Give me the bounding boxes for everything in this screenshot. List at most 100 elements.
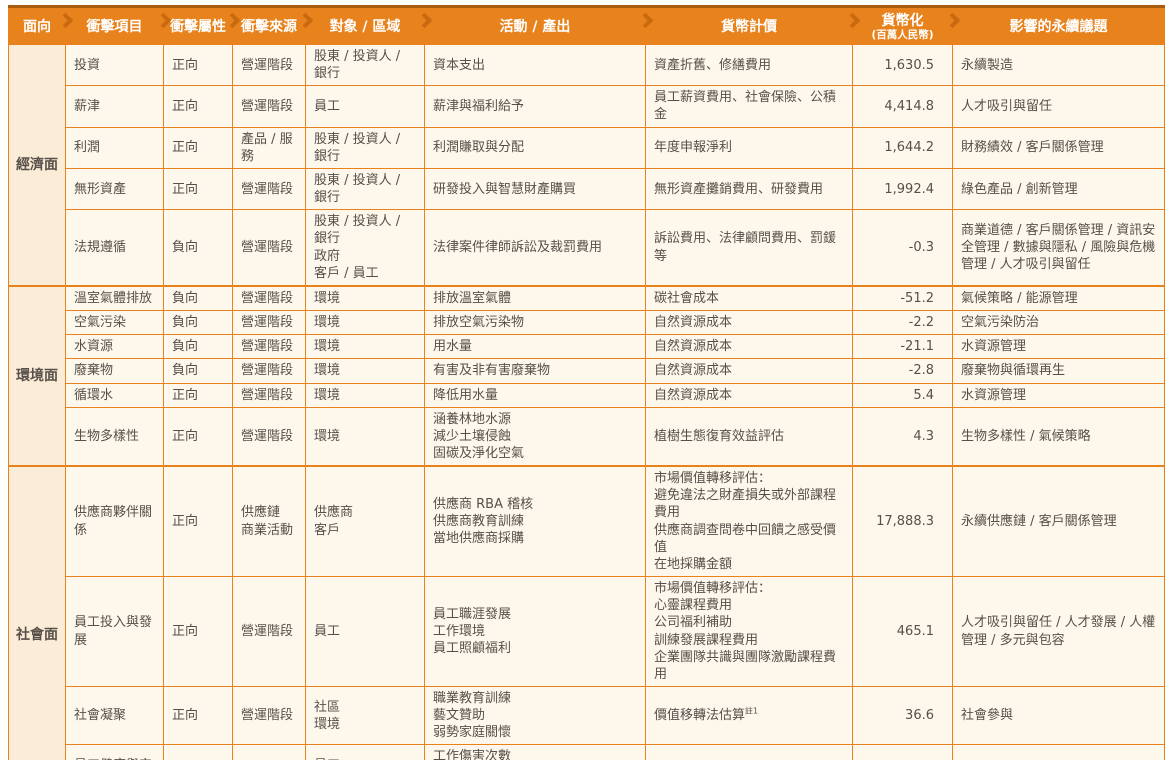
cell-impact-attribute: 正向 xyxy=(163,167,233,211)
section-label: 環境面 xyxy=(8,284,66,467)
cell-activity-output: 工作傷害次數 員工健康檢查 健康保險支付 xyxy=(424,744,646,760)
cell-target-region: 環境 xyxy=(305,310,425,336)
column-header: 對象 / 區域 xyxy=(305,6,433,45)
cell-valuation-method: 自然資源成本 xyxy=(645,334,853,360)
cell-impact-source: 營運階段 xyxy=(232,686,306,746)
cell-impact-source: 營運階段 xyxy=(232,284,306,312)
table-row: 員工投入與發展 正向 營運階段 員工 員工職涯發展 工作環境 員工照顧福利 市場價值轉移評… xyxy=(9,576,1165,688)
column-header: 貨幣化 (百萬人民幣) xyxy=(852,6,961,45)
cell-valuation-method: 訴訟費用、法律顧問費用、罰鍰等 xyxy=(645,209,853,287)
cell-impact-source: 營運階段 xyxy=(232,334,306,360)
table-row: 無形資產 正向 營運階段 股東 / 投資人 / 銀行 研發投入與智慧財產購買 無形資產攤銷… xyxy=(9,167,1165,211)
cell-valuation-method: 價值移轉法估算註1 xyxy=(645,686,853,746)
cell-impact-item: 生物多樣性 xyxy=(65,406,164,467)
cell-sustainability-issues: 財務績效 / 客戶關係管理 xyxy=(952,126,1165,169)
cell-impact-source: 營運階段 xyxy=(232,576,306,688)
footnote-reference: 註1 xyxy=(745,706,759,716)
cell-monetized-amount: 1,630.5 xyxy=(852,43,953,87)
cell-impact-source: 營運階段 xyxy=(232,85,306,128)
cell-impact-attribute: 正向 xyxy=(163,126,233,169)
cell-valuation-method: 年度申報淨利 xyxy=(645,126,853,169)
table-row: 循環水 正向 營運階段 環境 降低用水量 自然資源成本 5.4 水資源管理 xyxy=(9,382,1165,408)
cell-monetized-amount: 5.4 xyxy=(852,382,953,408)
cell-impact-item: 水資源 xyxy=(65,334,164,360)
cell-sustainability-issues: 永續製造 xyxy=(952,43,1165,87)
cell-valuation-method: 自然資源成本 xyxy=(645,382,853,408)
cell-impact-attribute: 負向 xyxy=(163,209,233,287)
cell-sustainability-issues: 社會參與 xyxy=(952,686,1165,746)
table-row: 水資源 負向 營運階段 環境 用水量 自然資源成本 -21.1 水資源管理 xyxy=(9,334,1165,360)
cell-impact-source: 營運階段 xyxy=(232,43,306,87)
section-label: 社會面 xyxy=(8,465,66,760)
cell-valuation-method: 自然資源成本 xyxy=(645,358,853,384)
cell-impact-attribute: 正向 xyxy=(163,43,233,87)
cell-monetized-amount: -0.3 xyxy=(852,209,953,287)
cell-target-region: 員工 xyxy=(305,85,425,128)
cell-monetized-amount: -2.8 xyxy=(852,358,953,384)
cell-target-region: 員工 承攬商 xyxy=(305,744,425,760)
cell-impact-attribute: 正向 xyxy=(163,85,233,128)
cell-impact-item: 員工健康與安全 xyxy=(65,744,164,760)
cell-impact-attribute: 負向 xyxy=(163,284,233,312)
cell-impact-item: 無形資產 xyxy=(65,167,164,211)
cell-valuation-method: 植樹生態復育效益評估 xyxy=(645,406,853,467)
cell-monetized-amount: 153.6 xyxy=(852,744,953,760)
cell-impact-source: 營運階段 xyxy=(232,209,306,287)
cell-activity-output: 法律案件律師訴訟及裁罰費用 xyxy=(424,209,646,287)
cell-sustainability-issues: 水資源管理 xyxy=(952,334,1165,360)
cell-impact-item: 員工投入與發展 xyxy=(65,576,164,688)
column-header: 活動 / 產出 xyxy=(424,6,654,45)
cell-impact-item: 薪津 xyxy=(65,85,164,128)
cell-monetized-amount: -2.2 xyxy=(852,310,953,336)
cell-impact-source: 供應鏈 商業活動 xyxy=(232,465,306,578)
cell-target-region: 股東 / 投資人 / 銀行 政府 客戶 / 員工 xyxy=(305,209,425,287)
cell-impact-attribute: 負向 xyxy=(163,310,233,336)
cell-target-region: 環境 xyxy=(305,406,425,467)
cell-target-region: 社區 環境 xyxy=(305,686,425,746)
cell-impact-source: 營運階段 xyxy=(232,382,306,408)
cell-impact-item: 空氣污染 xyxy=(65,310,164,336)
cell-activity-output: 職業教育訓練 藝文贊助 弱勢家庭關懷 xyxy=(424,686,646,746)
cell-monetized-amount: 1,644.2 xyxy=(852,126,953,169)
cell-impact-item: 循環水 xyxy=(65,382,164,408)
cell-impact-attribute: 正向 xyxy=(163,744,233,760)
impact-valuation-table: 面向 衝擊項目 衝擊屬性 衝擊來源 對象 / 區域 活動 / 產出 貨幣計價 貨幣化 (百萬人民… xyxy=(8,5,1165,760)
cell-monetized-amount: -51.2 xyxy=(852,284,953,312)
cell-monetized-amount: -21.1 xyxy=(852,334,953,360)
cell-valuation-method: 無形資產攤銷費用、研發費用 xyxy=(645,167,853,211)
cell-target-region: 環境 xyxy=(305,358,425,384)
cell-sustainability-issues: 廢棄物與循環再生 xyxy=(952,358,1165,384)
cell-valuation-method: 資產折舊、修繕費用 xyxy=(645,43,853,87)
table-row: 社會面 供應商夥伴關係 正向 供應鏈 商業活動 供應商 客戶 供應商 RBA 稽核 供應商… xyxy=(8,465,1165,760)
cell-sustainability-issues: 生物多樣性 / 氣候策略 xyxy=(952,406,1165,467)
table-row: 員工健康與安全正向營運階段員工 承攬商工作傷害次數 員工健康檢查 健康保險支付健… xyxy=(9,744,1165,760)
cell-target-region: 股東 / 投資人 / 銀行 xyxy=(305,43,425,87)
table-header-row: 面向 衝擊項目 衝擊屬性 衝擊來源 對象 / 區域 活動 / 產出 貨幣計價 貨幣化 (百萬人民… xyxy=(8,6,1165,45)
table-row: 法規遵循 負向 營運階段 股東 / 投資人 / 銀行 政府 客戶 / 員工 法律案件律師… xyxy=(9,209,1165,287)
cell-activity-output: 排放空氣污染物 xyxy=(424,310,646,336)
column-header: 衝擊項目 xyxy=(65,6,172,45)
cell-sustainability-issues: 氣候策略 / 能源管理 xyxy=(952,284,1165,312)
column-header-subtitle: (百萬人民幣) xyxy=(871,29,934,41)
cell-impact-item: 社會凝聚 xyxy=(65,686,164,746)
cell-impact-item: 投資 xyxy=(65,43,164,87)
cell-sustainability-issues: 人才吸引與留任 xyxy=(952,85,1165,128)
section-label: 經濟面 xyxy=(8,43,66,287)
cell-sustainability-issues: 永續供應鏈 / 客戶關係管理 xyxy=(952,465,1165,578)
cell-valuation-method: 健康與安全支出費用 xyxy=(645,744,853,760)
cell-valuation-method: 員工薪資費用、社會保險、公積金 xyxy=(645,85,853,128)
cell-monetized-amount: 1,992.4 xyxy=(852,167,953,211)
table-row: 生物多樣性 正向 營運階段 環境 涵養林地水源 減少土壤侵蝕 固碳及淨化空氣 植樹生態復育… xyxy=(9,406,1165,467)
column-header: 貨幣計價 xyxy=(645,6,861,45)
cell-impact-item: 供應商夥伴關係 xyxy=(65,465,164,578)
cell-target-region: 股東 / 投資人 / 銀行 xyxy=(305,126,425,169)
cell-impact-attribute: 正向 xyxy=(163,465,233,578)
cell-sustainability-issues: 水資源管理 xyxy=(952,382,1165,408)
cell-target-region: 股東 / 投資人 / 銀行 xyxy=(305,167,425,211)
cell-impact-item: 溫室氣體排放 xyxy=(65,284,164,312)
cell-impact-item: 廢棄物 xyxy=(65,358,164,384)
cell-monetized-amount: 17,888.3 xyxy=(852,465,953,578)
cell-monetized-amount: 465.1 xyxy=(852,576,953,688)
cell-impact-attribute: 正向 xyxy=(163,576,233,688)
cell-sustainability-issues: 商業道德 / 客戶關係管理 / 資訊安全管理 / 數據與隱私 / 風險與危機管理… xyxy=(952,209,1165,287)
